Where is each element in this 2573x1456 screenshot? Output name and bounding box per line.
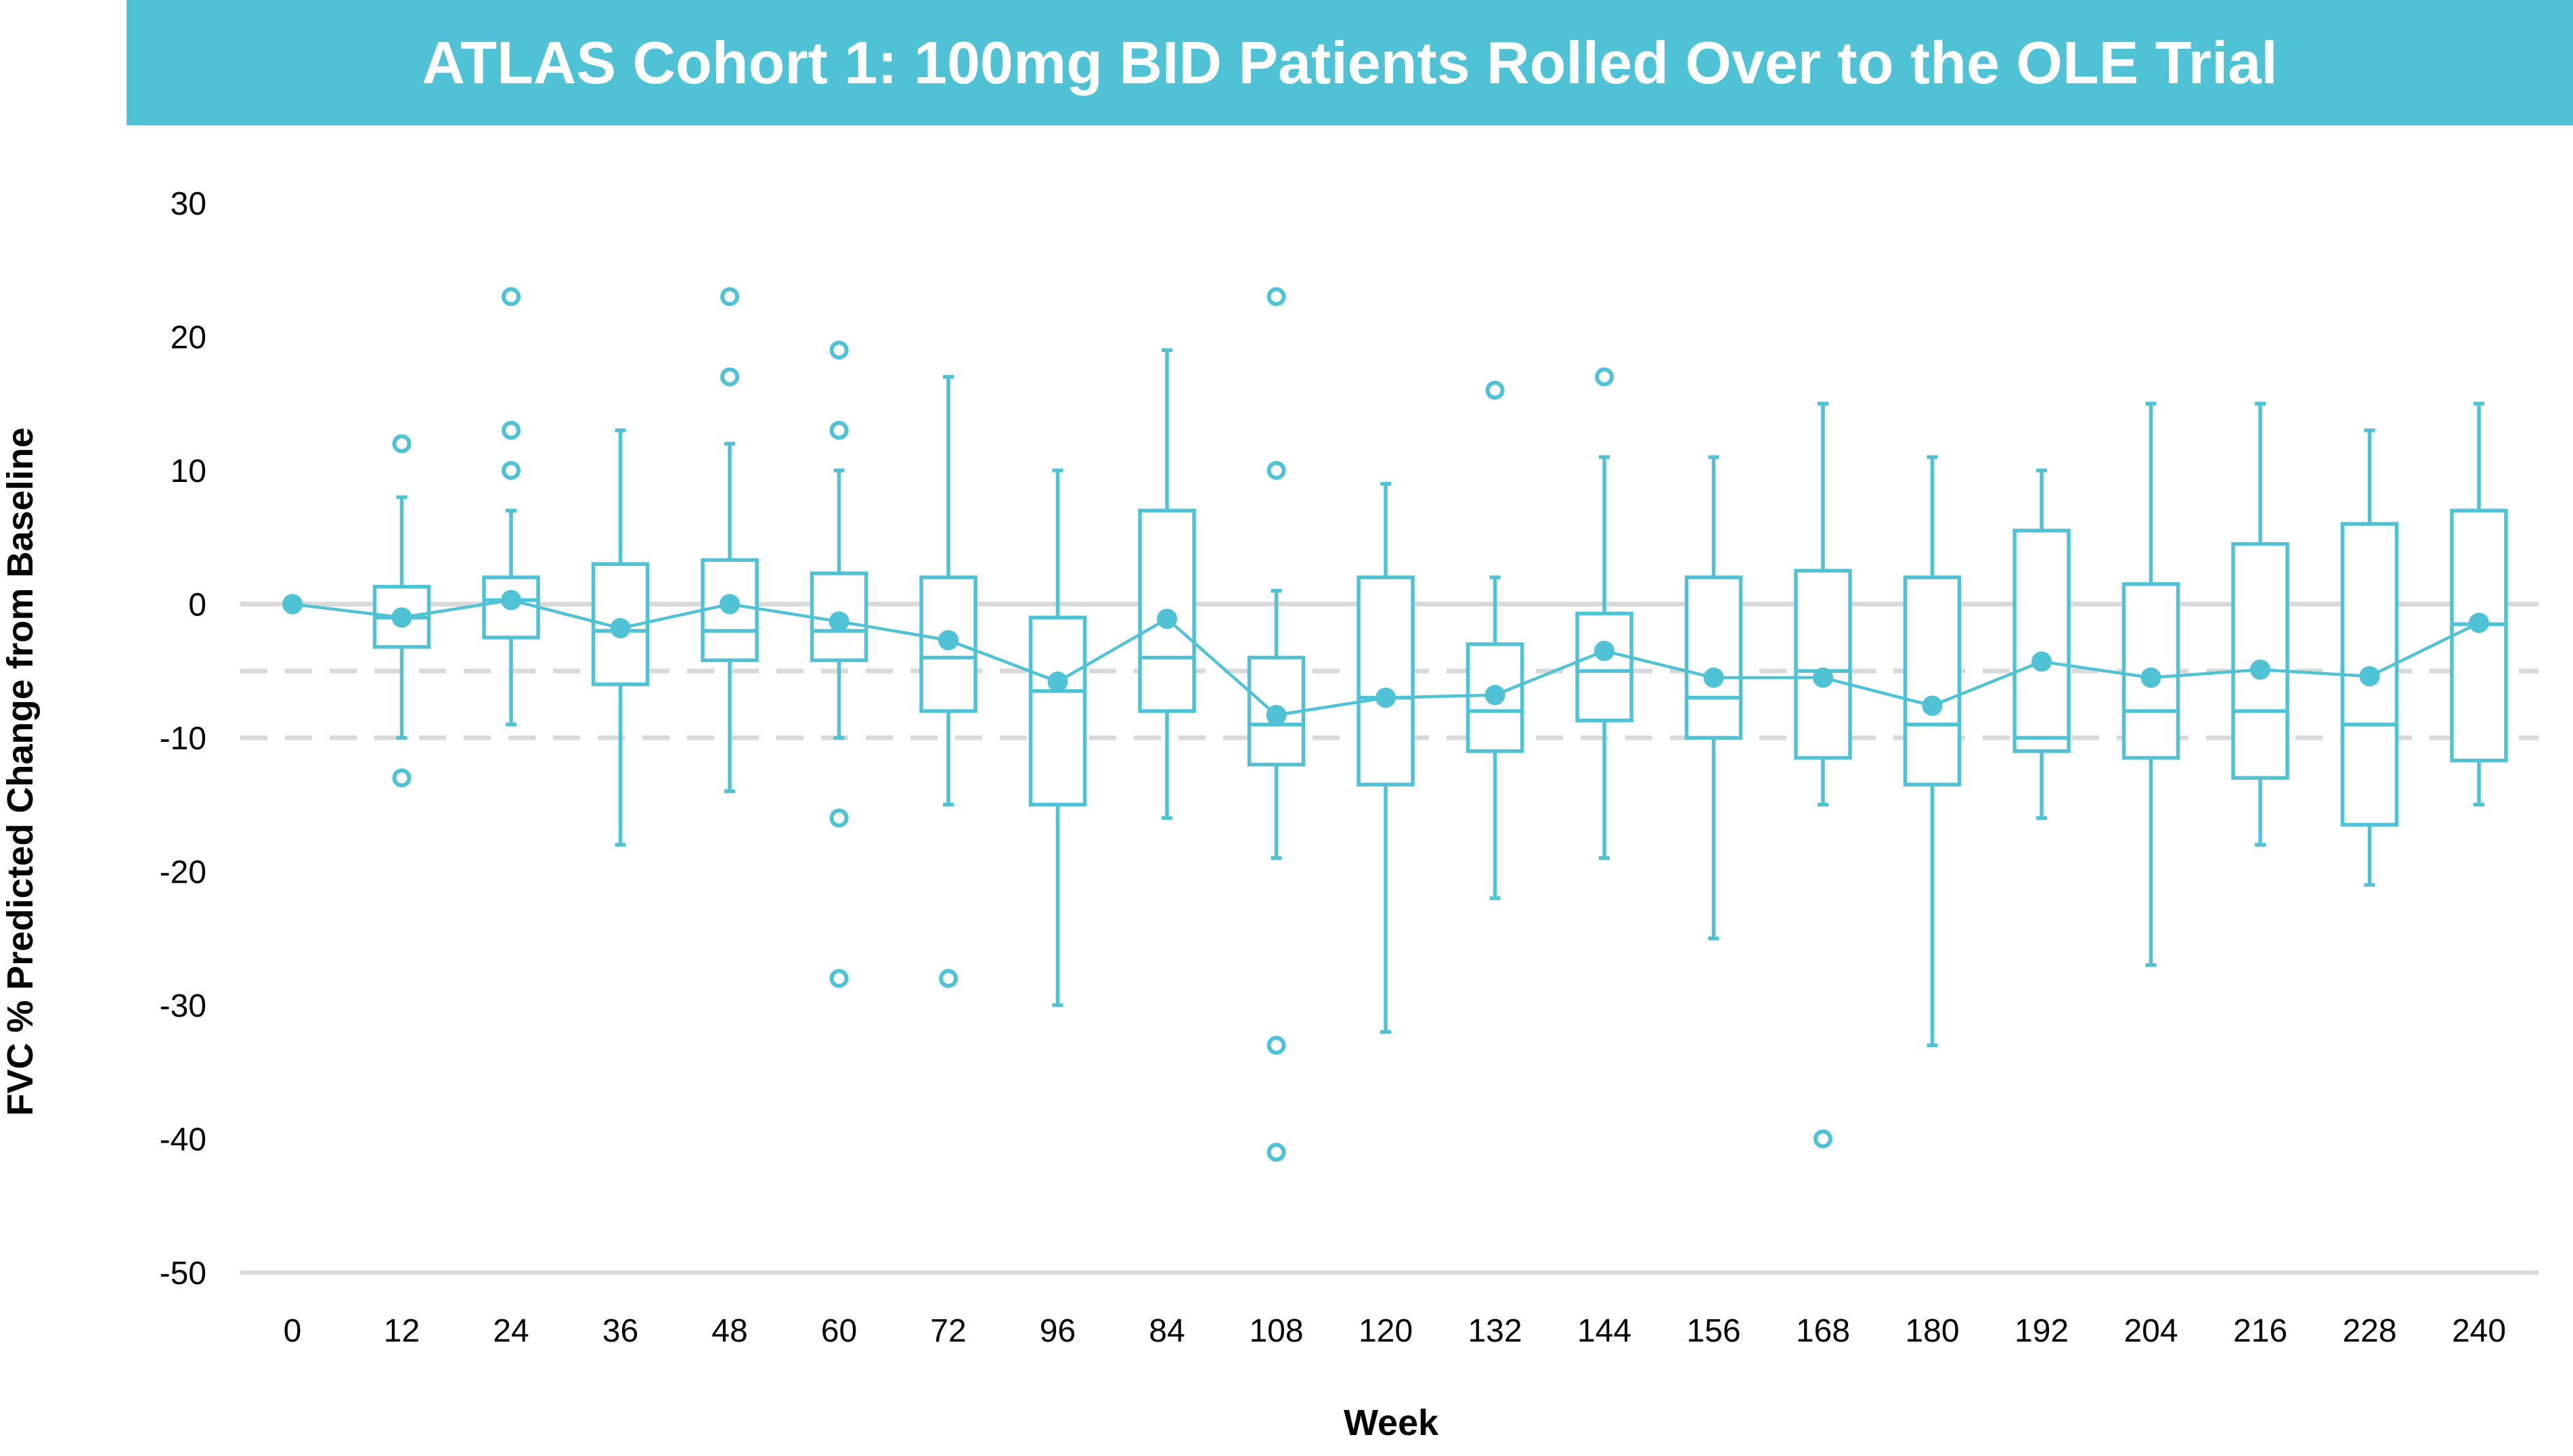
box-week-144: [1575, 367, 1633, 860]
outlier-point: [1267, 287, 1286, 307]
y-tick-label: -30: [160, 988, 206, 1024]
mean-point: [282, 594, 303, 615]
y-tick-label: 10: [171, 454, 206, 489]
box-week-24: [482, 287, 540, 726]
title-banner: ATLAS Cohort 1: 100mg BID Patients Rolle…: [127, 0, 2573, 125]
iqr-box: [1794, 569, 1852, 760]
mean-point: [1157, 609, 1177, 630]
box-week-48: [701, 287, 759, 793]
x-tick-label: 192: [2015, 1313, 2069, 1349]
outlier-point: [720, 287, 739, 307]
x-tick-label: 108: [1249, 1313, 1303, 1349]
mean-point: [2469, 613, 2489, 634]
box-week-132: [1466, 380, 1524, 900]
mean-point: [1485, 684, 1505, 705]
mean-point: [501, 590, 521, 611]
outlier-point: [392, 768, 412, 788]
outlier-point: [1595, 367, 1614, 387]
mean-point: [2031, 651, 2052, 672]
y-tick-label: 20: [171, 320, 206, 356]
outlier-point: [829, 420, 849, 440]
outlier-point: [502, 287, 521, 307]
x-tick-label: 72: [930, 1313, 966, 1349]
outlier-point: [829, 808, 849, 828]
outlier-point: [392, 434, 412, 454]
x-tick-label: 120: [1359, 1313, 1413, 1349]
x-tick-label: 132: [1468, 1313, 1522, 1349]
y-tick-label: -40: [160, 1122, 206, 1158]
mean-point: [1047, 671, 1068, 692]
box-week-168: [1794, 401, 1852, 1149]
box-week-228: [2340, 428, 2399, 887]
x-tick-label: 216: [2233, 1313, 2287, 1349]
mean-point: [1922, 695, 1943, 716]
box-week-120: [1357, 482, 1415, 1034]
x-tick-label: 168: [1796, 1313, 1850, 1349]
iqr-box: [2013, 529, 2071, 753]
box-week-96: [1028, 468, 1087, 1007]
y-tick-label: -20: [160, 855, 206, 891]
x-tick-label: 12: [384, 1313, 420, 1349]
outlier-point: [720, 367, 739, 387]
mean-point: [829, 611, 850, 632]
outlier-point: [939, 969, 958, 988]
mean-point: [391, 607, 412, 628]
x-tick-label: 36: [602, 1313, 638, 1349]
x-tick-label: 240: [2452, 1313, 2506, 1349]
mean-point: [1376, 687, 1396, 708]
outlier-point: [1813, 1129, 1832, 1149]
mean-point: [938, 630, 959, 650]
mean-point: [1703, 667, 1724, 688]
box-week-240: [2450, 401, 2508, 807]
outlier-point: [1267, 461, 1286, 480]
iqr-box: [1357, 575, 1415, 787]
box-week-156: [1684, 455, 1743, 940]
box-week-72: [919, 375, 977, 988]
x-tick-label: 228: [2342, 1313, 2396, 1349]
outlier-point: [829, 340, 849, 360]
mean-point: [720, 594, 740, 615]
x-tick-label: 144: [1577, 1313, 1631, 1349]
mean-point: [1266, 705, 1287, 726]
outlier-point: [1485, 380, 1505, 400]
mean-point: [1594, 640, 1614, 661]
mean-point: [610, 618, 631, 639]
iqr-box: [1575, 611, 1633, 723]
iqr-box: [1903, 575, 1962, 787]
outlier-point: [1267, 1143, 1286, 1162]
x-tick-label: 204: [2124, 1313, 2178, 1349]
x-tick-label: 96: [1040, 1313, 1076, 1349]
outlier-point: [502, 420, 521, 440]
box-week-216: [2231, 401, 2289, 847]
x-tick-label: 48: [711, 1313, 747, 1349]
iqr-box: [1684, 575, 1743, 740]
y-axis-title: FVC % Predicted Change from Baseline: [0, 427, 41, 1116]
box-week-192: [2013, 468, 2071, 820]
x-axis-title: Week: [1344, 1403, 1439, 1443]
iqr-box: [1028, 615, 1087, 807]
x-tick-label: 180: [1905, 1313, 1959, 1349]
mean-point: [2140, 667, 2161, 688]
y-tick-label: 30: [171, 186, 206, 222]
box-week-84: [1138, 348, 1196, 820]
chart-title: ATLAS Cohort 1: 100mg BID Patients Rolle…: [422, 28, 2278, 96]
iqr-box: [2450, 508, 2508, 763]
box-week-180: [1903, 455, 1962, 1047]
x-tick-label: 24: [493, 1313, 529, 1349]
x-tick-label: 0: [284, 1313, 302, 1349]
mean-point: [2250, 659, 2270, 680]
outlier-point: [1267, 1036, 1286, 1055]
outlier-point: [502, 461, 521, 480]
y-tick-label: -50: [160, 1256, 206, 1292]
box-week-60: [810, 340, 868, 988]
x-tick-label: 60: [821, 1313, 857, 1349]
x-tick-label: 156: [1686, 1313, 1740, 1349]
y-tick-label: 0: [188, 588, 206, 623]
x-tick-label: 84: [1149, 1313, 1185, 1349]
mean-point: [2359, 666, 2380, 687]
y-tick-label: -10: [160, 721, 206, 757]
outlier-point: [829, 969, 849, 988]
mean-point: [1813, 667, 1833, 688]
